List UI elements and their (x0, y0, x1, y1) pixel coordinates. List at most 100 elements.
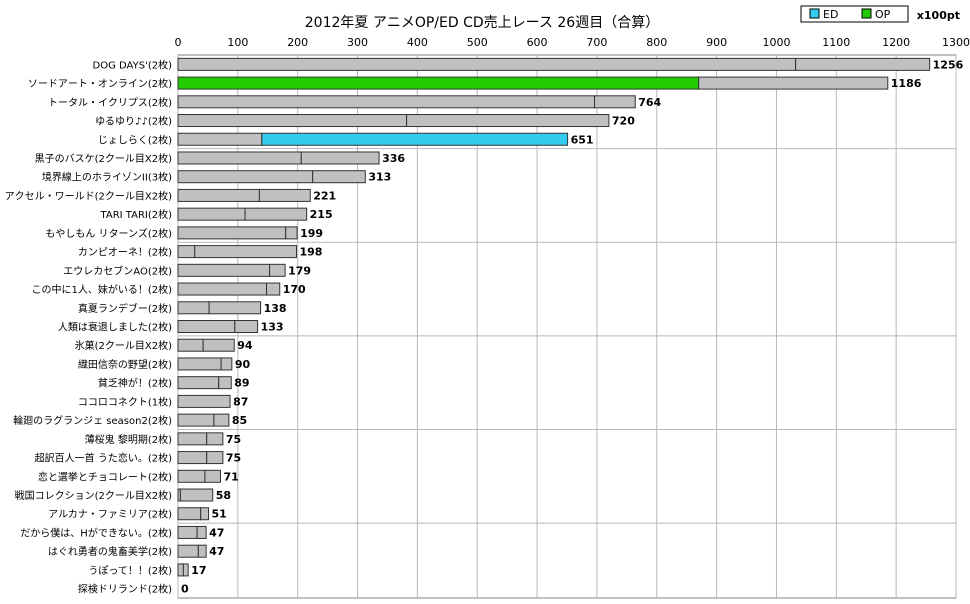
bar-segment (406, 114, 610, 128)
bar-segment (177, 170, 314, 184)
bar-segment (594, 95, 636, 109)
x-tick-label: 800 (646, 36, 667, 49)
legend-swatch (809, 8, 820, 19)
x-tick-label: 1200 (882, 36, 910, 49)
bar-value-label: 75 (226, 433, 241, 446)
legend-swatch (861, 8, 872, 19)
bar-value-label: 221 (313, 189, 336, 202)
bar-segment (177, 95, 596, 109)
bar-segment (177, 282, 268, 296)
x-tick-label: 500 (467, 36, 488, 49)
category-label: 輪廻のラグランジェ season2(2枚) (13, 414, 172, 427)
bar-segment (202, 338, 235, 352)
bar-segment (177, 507, 202, 521)
bar-segment (795, 57, 931, 71)
bar-value-label: 58 (216, 489, 231, 502)
bar-segment (177, 376, 220, 390)
bar-value-label: 47 (209, 526, 224, 539)
legend-label: ED (823, 8, 838, 21)
bar-segment (300, 151, 380, 165)
bar-value-label: 87 (233, 395, 248, 408)
bar-segment (177, 57, 797, 71)
bar-value-label: 133 (261, 321, 284, 334)
bar-value-label: 764 (638, 96, 661, 109)
bar-value-label: 313 (368, 171, 391, 184)
bar-value-label: 90 (235, 358, 251, 371)
category-label: DOG DAYS'(2枚) (93, 58, 173, 71)
bar-segment (177, 76, 700, 90)
category-label: 探検ドリランド(2枚) (78, 583, 172, 596)
bar-segment (177, 432, 208, 446)
category-label: 真夏ランデブー(2枚) (78, 302, 172, 315)
category-label: この中に1人、妹がいる！(2枚) (31, 283, 172, 296)
bar-value-label: 1186 (891, 77, 922, 90)
legend-label: OP (875, 8, 891, 21)
category-label: うぽって！！(2枚) (88, 564, 172, 577)
category-label: カンピオーネ！(2枚) (78, 246, 172, 259)
legend-box (800, 5, 909, 23)
bar-segment (177, 413, 215, 427)
bar-segment (177, 151, 302, 165)
x-tick-label: 1100 (822, 36, 850, 49)
bar-value-label: 720 (612, 115, 635, 128)
bar-segment (177, 301, 210, 315)
bars (177, 57, 931, 577)
category-label: 超訳百人一首 うた恋い。(2枚) (35, 452, 172, 465)
bar-segment (208, 301, 262, 315)
bar-value-label: 85 (232, 414, 247, 427)
bar-value-label: 71 (223, 470, 238, 483)
bar-segment (177, 207, 246, 221)
bar-segment (177, 357, 222, 371)
bar-segment (266, 282, 281, 296)
bar-segment (206, 432, 224, 446)
bar-segment (244, 207, 308, 221)
category-label: 黒子のバスケ(2クール目X2枚) (35, 152, 172, 165)
legend: ED OP (800, 5, 909, 23)
bar-segment (177, 544, 199, 558)
bar-segment (204, 469, 221, 483)
bar-segment (177, 245, 196, 259)
x-axis-ticks: 0 100 200 300 400 500 600 700 800 900 1000 1100 1200… (175, 36, 970, 49)
bar-segment (206, 451, 224, 465)
category-label: 氷菓(2クール目X2枚) (75, 339, 172, 352)
x-tick-label: 400 (407, 36, 428, 49)
bar-value-label: 215 (310, 208, 333, 221)
x-tick-label: 700 (586, 36, 607, 49)
x-tick-label: 300 (347, 36, 368, 49)
bar-segment (218, 376, 232, 390)
bar-value-label: 51 (212, 508, 227, 521)
bar-segment (197, 544, 207, 558)
chart-title: 2012年夏 アニメOP/ED CD売上レース 26週目（合算） (305, 15, 659, 31)
x-tick-label: 0 (175, 36, 182, 49)
x-tick-label: 600 (527, 36, 548, 49)
bar-segment (177, 525, 198, 539)
category-label: 戦国コレクション(2クール目X2枚) (15, 489, 172, 502)
bar-value-label: 179 (288, 264, 311, 277)
bar-value-label: 198 (299, 246, 322, 259)
category-label: ココロコネクト(1枚) (78, 395, 172, 408)
bar-segment (234, 320, 259, 333)
x-tick-label: 200 (287, 36, 308, 49)
bar-segment (258, 188, 311, 202)
category-label: じょしらく(2枚) (98, 133, 172, 146)
category-label: 恋と選挙とチョコレート(2枚) (38, 470, 172, 483)
bar-segment (220, 357, 233, 371)
category-label: 人類は衰退しました(2枚) (58, 321, 172, 334)
x-tick-label: 900 (706, 36, 727, 49)
category-label: ソードアート・オンライン(2枚) (28, 77, 172, 90)
bar-segment (177, 188, 260, 202)
bar-segment (177, 394, 231, 408)
unit-label: x100pt (917, 9, 960, 22)
category-label: もやしもん リターンズ(2枚) (45, 227, 172, 240)
bar-segment (177, 132, 263, 146)
category-label: 織田信奈の野望(2枚) (78, 358, 172, 371)
x-tick-label: 100 (227, 36, 248, 49)
bar-value-label: 17 (191, 564, 206, 577)
bar-value-label: 336 (382, 152, 405, 165)
bar-segment (312, 170, 366, 184)
bar-segment (182, 563, 189, 577)
bar-value-label: 89 (234, 377, 249, 390)
bar-segment (213, 413, 230, 427)
